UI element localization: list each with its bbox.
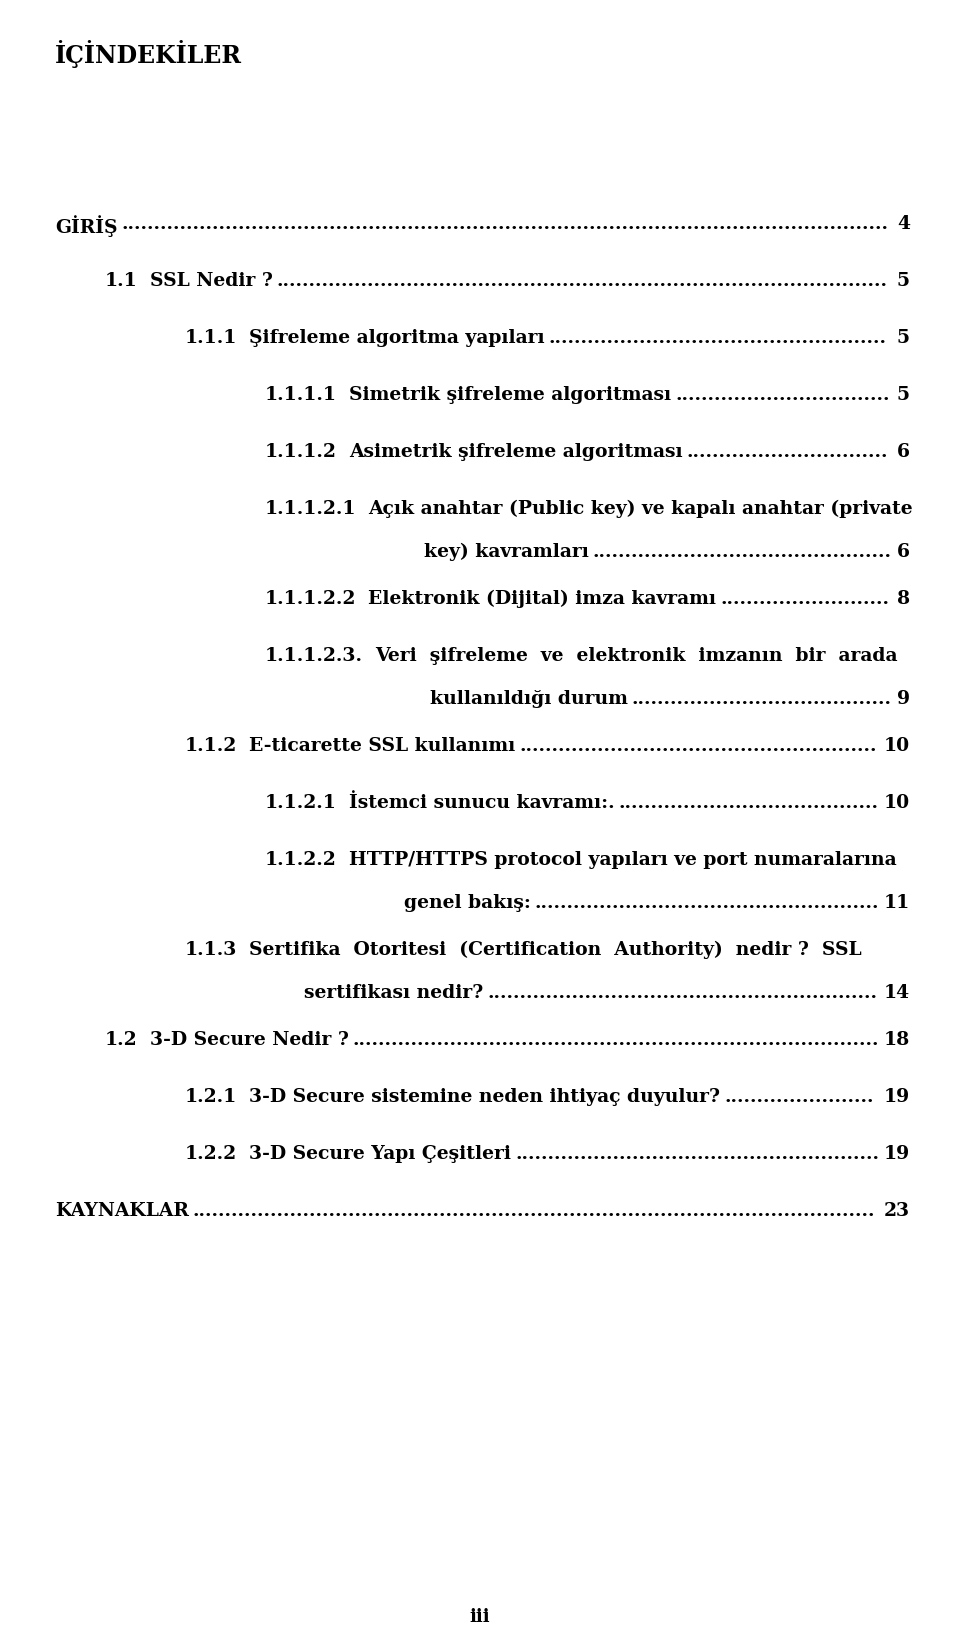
Text: ................................................................................: ........................................…: [352, 1032, 879, 1048]
Text: SSL Nedir ?: SSL Nedir ?: [150, 273, 273, 291]
Text: 1.1.1: 1.1.1: [185, 329, 237, 347]
Text: 1.2.2: 1.2.2: [185, 1145, 237, 1163]
Text: 19: 19: [884, 1145, 910, 1163]
Text: 1.2: 1.2: [105, 1032, 137, 1048]
Text: 1.1.1.2.1: 1.1.1.2.1: [265, 499, 356, 518]
Text: sertifikası nedir?: sertifikası nedir?: [304, 984, 484, 1002]
Text: 5: 5: [897, 273, 910, 291]
Text: 10: 10: [884, 738, 910, 756]
Text: .......................: .......................: [724, 1088, 874, 1106]
Text: 1.1.1.2.2: 1.1.1.2.2: [265, 590, 356, 608]
Text: Açık anahtar (Public key) ve kapalı anahtar (private: Açık anahtar (Public key) ve kapalı anah…: [369, 499, 913, 518]
Text: 1.1.3: 1.1.3: [185, 941, 237, 960]
Text: 1.1.1.2.3.: 1.1.1.2.3.: [265, 647, 363, 665]
Text: .......................................................: ........................................…: [519, 738, 877, 756]
Text: 5: 5: [897, 386, 910, 404]
Text: 23: 23: [884, 1203, 910, 1221]
Text: KAYNAKLAR: KAYNAKLAR: [55, 1203, 189, 1221]
Text: 3-D Secure Nedir ?: 3-D Secure Nedir ?: [150, 1032, 348, 1048]
Text: ........................................................: ........................................…: [516, 1145, 879, 1163]
Text: GİRİŞ: GİRİŞ: [55, 215, 117, 237]
Text: 6: 6: [897, 542, 910, 560]
Text: E-ticarette SSL kullanımı: E-ticarette SSL kullanımı: [250, 738, 516, 756]
Text: ................................................................................: ........................................…: [276, 273, 888, 291]
Text: iii: iii: [469, 1608, 491, 1627]
Text: 1.2.1: 1.2.1: [185, 1088, 237, 1106]
Text: İÇİNDEKİLER: İÇİNDEKİLER: [55, 39, 242, 67]
Text: Asimetrik şifreleme algoritması: Asimetrik şifreleme algoritması: [348, 444, 683, 462]
Text: 14: 14: [884, 984, 910, 1002]
Text: HTTP/HTTPS protocol yapıları ve port numaralarına: HTTP/HTTPS protocol yapıları ve port num…: [348, 851, 897, 869]
Text: ....................................................: ........................................…: [549, 329, 887, 347]
Text: 1.1.1.2: 1.1.1.2: [265, 444, 337, 462]
Text: kullanıldığı durum: kullanıldığı durum: [430, 690, 628, 708]
Text: ...............................: ...............................: [686, 444, 888, 462]
Text: ........................................: ........................................: [632, 690, 892, 708]
Text: 3-D Secure Yapı Çeşitleri: 3-D Secure Yapı Çeşitleri: [250, 1145, 511, 1163]
Text: 6: 6: [897, 444, 910, 462]
Text: ................................................................................: ........................................…: [193, 1203, 876, 1221]
Text: 1.1.2.1: 1.1.2.1: [265, 794, 337, 812]
Text: 19: 19: [884, 1088, 910, 1106]
Text: Sertifika  Otoritesi  (Certification  Authority)  nedir ?  SSL: Sertifika Otoritesi (Certification Autho…: [250, 941, 862, 960]
Text: 1.1.1.1: 1.1.1.1: [265, 386, 337, 404]
Text: ..........................: ..........................: [720, 590, 889, 608]
Text: ............................................................: ........................................…: [488, 984, 877, 1002]
Text: 10: 10: [884, 794, 910, 812]
Text: Veri  şifreleme  ve  elektronik  imzanın  bir  arada: Veri şifreleme ve elektronik imzanın bir…: [375, 647, 898, 665]
Text: 11: 11: [884, 894, 910, 912]
Text: ........................................: ........................................: [618, 794, 878, 812]
Text: ................................................................................: ........................................…: [122, 215, 889, 233]
Text: Simetrik şifreleme algoritması: Simetrik şifreleme algoritması: [349, 386, 671, 404]
Text: İstemci sunucu kavramı:.: İstemci sunucu kavramı:.: [348, 794, 614, 812]
Text: 1.1.2.2: 1.1.2.2: [265, 851, 337, 869]
Text: Elektronik (Dijital) imza kavramı: Elektronik (Dijital) imza kavramı: [369, 590, 716, 608]
Text: 5: 5: [897, 329, 910, 347]
Text: 18: 18: [884, 1032, 910, 1048]
Text: genel bakış:: genel bakış:: [404, 894, 531, 912]
Text: .....................................................: ........................................…: [535, 894, 879, 912]
Text: Şifreleme algoritma yapıları: Şifreleme algoritma yapıları: [250, 329, 545, 347]
Text: 3-D Secure sistemine neden ihtiyaç duyulur?: 3-D Secure sistemine neden ihtiyaç duyul…: [250, 1088, 720, 1106]
Text: key) kavramları: key) kavramları: [423, 542, 588, 560]
Text: 1.1: 1.1: [105, 273, 137, 291]
Text: 8: 8: [897, 590, 910, 608]
Text: 4: 4: [897, 215, 910, 233]
Text: ..............................................: ........................................…: [592, 542, 892, 560]
Text: 1.1.2: 1.1.2: [185, 738, 237, 756]
Text: .................................: .................................: [675, 386, 890, 404]
Text: 9: 9: [897, 690, 910, 708]
